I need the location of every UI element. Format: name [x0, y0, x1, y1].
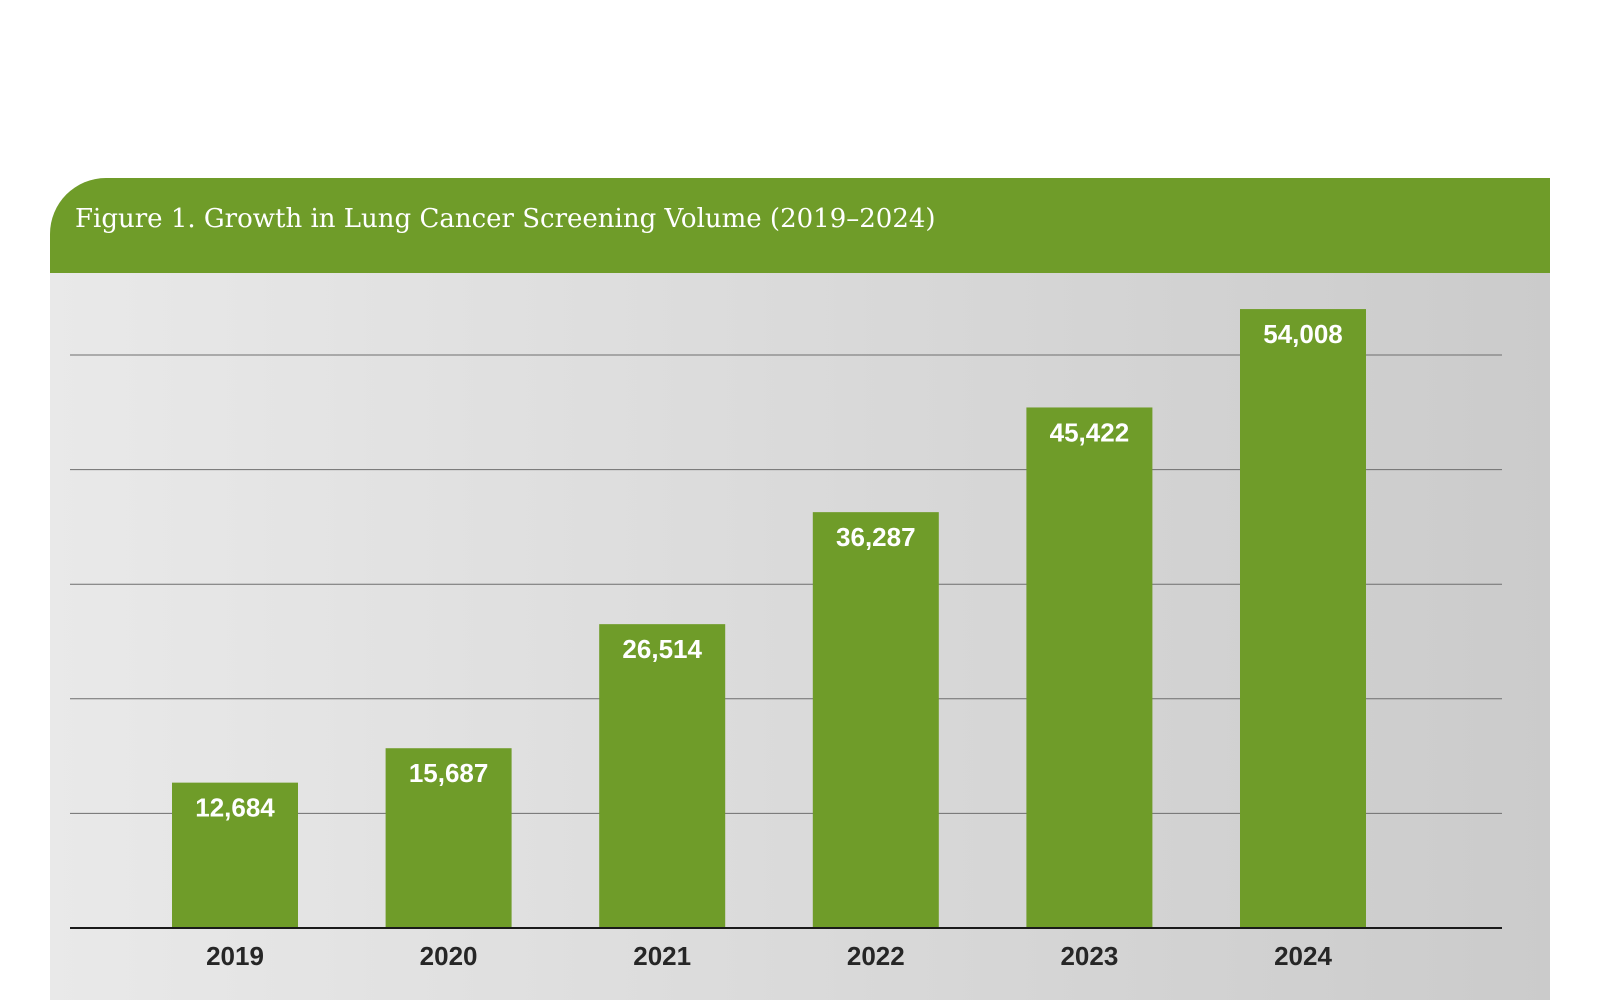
- category-label-2021: 2021: [633, 941, 691, 971]
- figure-panel: Figure 1. Growth in Lung Cancer Screenin…: [50, 178, 1550, 1000]
- value-label-2024: 54,008: [1263, 319, 1343, 349]
- bar-2019: [172, 782, 298, 928]
- category-label-2019: 2019: [206, 941, 264, 971]
- value-label-2022: 36,287: [836, 522, 916, 552]
- value-label-2021: 26,514: [622, 634, 702, 664]
- figure-title: Figure 1. Growth in Lung Cancer Screenin…: [75, 204, 936, 234]
- category-label-2024: 2024: [1274, 941, 1332, 971]
- value-label-2020: 15,687: [409, 758, 489, 788]
- bar-chart: 12,684 2019 15,687 2020 26,514 2021 36,287 2022…: [70, 309, 1502, 971]
- category-label-2023: 2023: [1060, 941, 1118, 971]
- bar-2023: [1026, 407, 1153, 928]
- bar-2020: [385, 748, 512, 928]
- value-label-2023: 45,422: [1050, 417, 1130, 447]
- category-label-2020: 2020: [420, 941, 478, 971]
- value-label-2019: 12,684: [195, 793, 275, 823]
- bar-2022: [812, 512, 939, 928]
- figure-header: Figure 1. Growth in Lung Cancer Screenin…: [50, 178, 1550, 273]
- bar-2021: [599, 624, 726, 928]
- bar-2024: [1240, 309, 1366, 928]
- category-label-2022: 2022: [847, 941, 905, 971]
